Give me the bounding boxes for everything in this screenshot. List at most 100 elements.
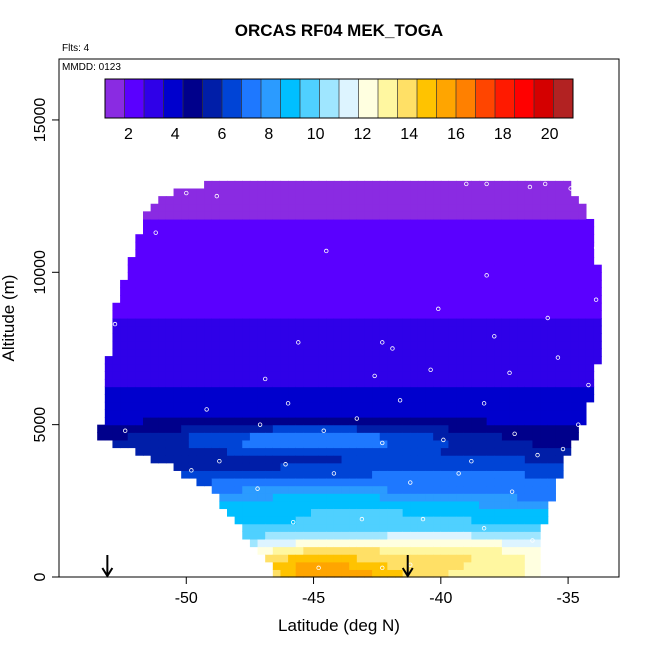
- heatmap-cell: [303, 386, 312, 395]
- heatmap-cell: [417, 234, 427, 243]
- heatmap-cell: [379, 371, 388, 380]
- heatmap-cell: [425, 340, 434, 350]
- heatmap-cell: [311, 516, 320, 525]
- heatmap-cell: [563, 401, 572, 411]
- heatmap-layer: [97, 180, 602, 578]
- heatmap-cell: [540, 203, 549, 212]
- heatmap-cell: [135, 272, 144, 281]
- heatmap-cell: [234, 378, 243, 388]
- heatmap-cell: [303, 218, 312, 228]
- heatmap-cell: [509, 424, 518, 433]
- sample-point: [354, 416, 360, 421]
- heatmap-cell: [410, 417, 419, 426]
- heatmap-cell: [540, 493, 549, 502]
- heatmap-cell: [448, 302, 457, 311]
- heatmap-cell: [509, 196, 518, 205]
- heatmap-cell: [288, 211, 297, 220]
- heatmap-cell: [104, 417, 114, 426]
- heatmap-cell: [173, 432, 182, 441]
- heatmap-cell: [196, 249, 205, 258]
- heatmap-cell: [456, 516, 465, 525]
- heatmap-cell: [242, 378, 251, 388]
- heatmap-cell: [585, 333, 595, 342]
- heatmap-cell: [517, 470, 526, 479]
- heatmap-cell: [410, 538, 419, 548]
- heatmap-cell: [517, 409, 526, 418]
- heatmap-cell: [402, 188, 411, 197]
- heatmap-cell: [341, 409, 350, 418]
- heatmap-cell: [188, 272, 198, 281]
- heatmap-cell: [127, 279, 136, 289]
- heatmap-cell: [356, 371, 366, 380]
- heatmap-cell: [349, 455, 358, 464]
- heatmap-cell: [555, 234, 564, 243]
- heatmap-cell: [311, 371, 320, 380]
- heatmap-cell: [395, 218, 404, 228]
- heatmap-cell: [280, 394, 289, 403]
- heatmap-cell: [181, 333, 190, 342]
- heatmap-cell: [570, 264, 579, 273]
- heatmap-cell: [280, 455, 289, 464]
- heatmap-cell: [364, 371, 373, 380]
- heatmap-cell: [303, 348, 312, 357]
- heatmap-cell: [295, 531, 304, 540]
- heatmap-cell: [288, 371, 297, 380]
- heatmap-cell: [158, 401, 167, 411]
- heatmap-cell: [379, 287, 388, 296]
- heatmap-cell: [204, 295, 213, 304]
- heatmap-cell: [402, 295, 411, 304]
- heatmap-cell: [219, 409, 228, 418]
- heatmap-cell: [333, 462, 343, 471]
- heatmap-cell: [311, 340, 320, 350]
- heatmap-cell: [288, 188, 297, 197]
- heatmap-cell: [395, 470, 404, 479]
- heatmap-cell: [280, 477, 289, 487]
- heatmap-cell: [509, 325, 518, 334]
- heatmap-cell: [463, 264, 472, 273]
- heatmap-cell: [295, 340, 304, 350]
- heatmap-cell: [372, 569, 381, 578]
- heatmap-cell: [387, 401, 396, 411]
- heatmap-cell: [364, 386, 373, 395]
- heatmap-cell: [563, 318, 572, 327]
- colorbar-tick-label: 6: [218, 126, 227, 143]
- heatmap-cell: [204, 188, 213, 197]
- heatmap-cell: [578, 356, 587, 365]
- heatmap-cell: [440, 569, 450, 578]
- heatmap-cell: [379, 569, 388, 578]
- heatmap-cell: [494, 310, 503, 319]
- heatmap-cell: [417, 226, 427, 235]
- heatmap-cell: [333, 523, 343, 532]
- heatmap-cell: [326, 546, 335, 555]
- heatmap-cell: [524, 493, 534, 502]
- heatmap-cell: [173, 439, 182, 449]
- sample-point: [527, 184, 533, 190]
- heatmap-cell: [249, 500, 259, 510]
- heatmap-cell: [456, 325, 465, 334]
- heatmap-cell: [471, 447, 480, 456]
- heatmap-cell: [372, 378, 381, 388]
- heatmap-cell: [517, 424, 526, 433]
- heatmap-cell: [249, 531, 259, 540]
- heatmap-cell: [379, 363, 388, 372]
- heatmap-cell: [402, 432, 411, 441]
- heatmap-cell: [395, 310, 404, 319]
- heatmap-cell: [517, 325, 526, 334]
- heatmap-cell: [471, 203, 480, 212]
- heatmap-cell: [219, 371, 228, 380]
- heatmap-cell: [425, 295, 434, 304]
- heatmap-cell: [280, 439, 289, 449]
- heatmap-cell: [234, 196, 243, 205]
- heatmap-cell: [448, 371, 457, 380]
- heatmap-cell: [196, 455, 205, 464]
- heatmap-cell: [463, 363, 472, 372]
- heatmap-cell: [219, 432, 228, 441]
- heatmap-cell: [204, 180, 213, 190]
- heatmap-cell: [234, 272, 243, 281]
- heatmap-cell: [440, 531, 450, 540]
- heatmap-cell: [364, 234, 373, 243]
- heatmap-cell: [158, 196, 167, 205]
- heatmap-cell: [395, 180, 404, 190]
- colorbar-tick-label: 16: [447, 126, 465, 143]
- heatmap-cell: [257, 272, 266, 281]
